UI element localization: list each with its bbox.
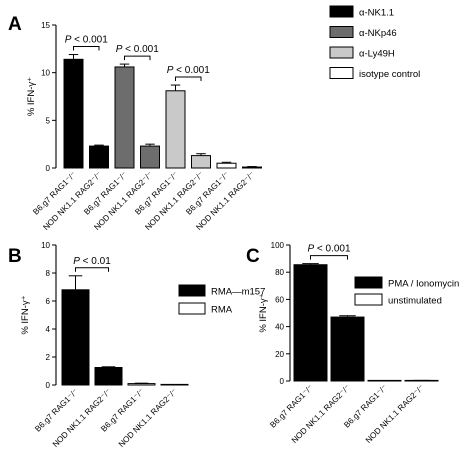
y-tick-label: 2 <box>46 353 51 362</box>
legend-label: RMA <box>211 305 233 316</box>
bar <box>89 145 109 169</box>
significance-label: P < 0.001 <box>167 65 211 76</box>
legend-swatch <box>178 302 206 315</box>
significance-label: P < 0.001 <box>307 244 351 255</box>
y-tick-label: 4 <box>46 325 51 334</box>
bar <box>330 316 365 382</box>
legend-swatch <box>329 5 354 18</box>
x-category-label: B6.g7 RAG1⁻/⁻ <box>31 170 78 217</box>
bar <box>94 367 123 386</box>
y-tick-label: 100 <box>271 241 285 250</box>
y-tick-label: 6 <box>46 297 51 306</box>
y-axis-label: % IFN-γ⁺ <box>258 293 269 332</box>
x-category-label: NOD NK1.1 RAG2⁻/⁻ <box>51 387 113 449</box>
legend: α-NK1.1 α-NKp46 α-Ly49H isotype control <box>329 5 420 80</box>
legend-label: RMA—m157 <box>211 287 265 298</box>
significance-bracket <box>310 255 348 260</box>
y-tick-label: 5 <box>46 116 51 125</box>
bar <box>165 90 186 169</box>
legend-swatch <box>354 276 383 289</box>
y-tick-label: 60 <box>275 295 284 304</box>
bar <box>127 383 156 386</box>
bar <box>63 58 84 169</box>
significance-label: P < 0.001 <box>65 35 109 46</box>
panel-label: C <box>246 246 260 267</box>
legend-label: PMA / Ionomycin <box>388 279 459 290</box>
bar <box>61 289 90 386</box>
legend-label: α-NK1.1 <box>359 8 394 19</box>
legend-label: α-NKp46 <box>359 28 397 39</box>
y-axis-label: % IFN-γ⁺ <box>20 295 31 334</box>
panel-label: B <box>8 246 22 267</box>
legend-label: isotype control <box>359 69 420 80</box>
bar <box>293 264 328 382</box>
y-tick-label: 0 <box>46 381 51 390</box>
y-tick-label: 15 <box>41 21 50 30</box>
y-tick-label: 10 <box>41 69 50 78</box>
y-tick-label: 80 <box>275 268 284 277</box>
bar <box>242 166 262 169</box>
legend-swatch <box>329 26 354 38</box>
bar <box>140 145 160 169</box>
y-tick-label: 0 <box>280 377 285 386</box>
legend-swatch <box>329 67 354 79</box>
significance-label: P < 0.01 <box>73 256 111 267</box>
y-tick-label: 10 <box>41 241 50 250</box>
y-tick-label: 20 <box>275 350 284 359</box>
x-category-label: NOD NK1.1 RAG2⁻/⁻ <box>117 387 179 449</box>
significance-bracket <box>175 76 202 82</box>
y-tick-label: 40 <box>275 323 284 332</box>
legend-swatch <box>178 284 206 297</box>
legend-swatch <box>329 46 354 59</box>
significance-bracket <box>124 55 151 61</box>
legend: RMA—m157 RMA <box>178 284 265 316</box>
significance-bracket <box>75 267 109 272</box>
legend: PMA / Ionomycin unstimulated <box>354 276 459 307</box>
legend-label: α-Ly49H <box>359 49 395 60</box>
legend-label: unstimulated <box>388 296 442 307</box>
y-tick-label: 0 <box>46 164 51 173</box>
panel-label: A <box>8 14 22 35</box>
y-axis-label: % IFN-γ⁺ <box>26 77 37 116</box>
y-tick-label: 8 <box>46 269 51 278</box>
bar <box>114 66 135 169</box>
bar <box>191 155 211 169</box>
bar <box>216 162 237 169</box>
legend-swatch <box>354 293 383 306</box>
significance-bracket <box>73 46 100 51</box>
significance-label: P < 0.001 <box>116 44 160 55</box>
